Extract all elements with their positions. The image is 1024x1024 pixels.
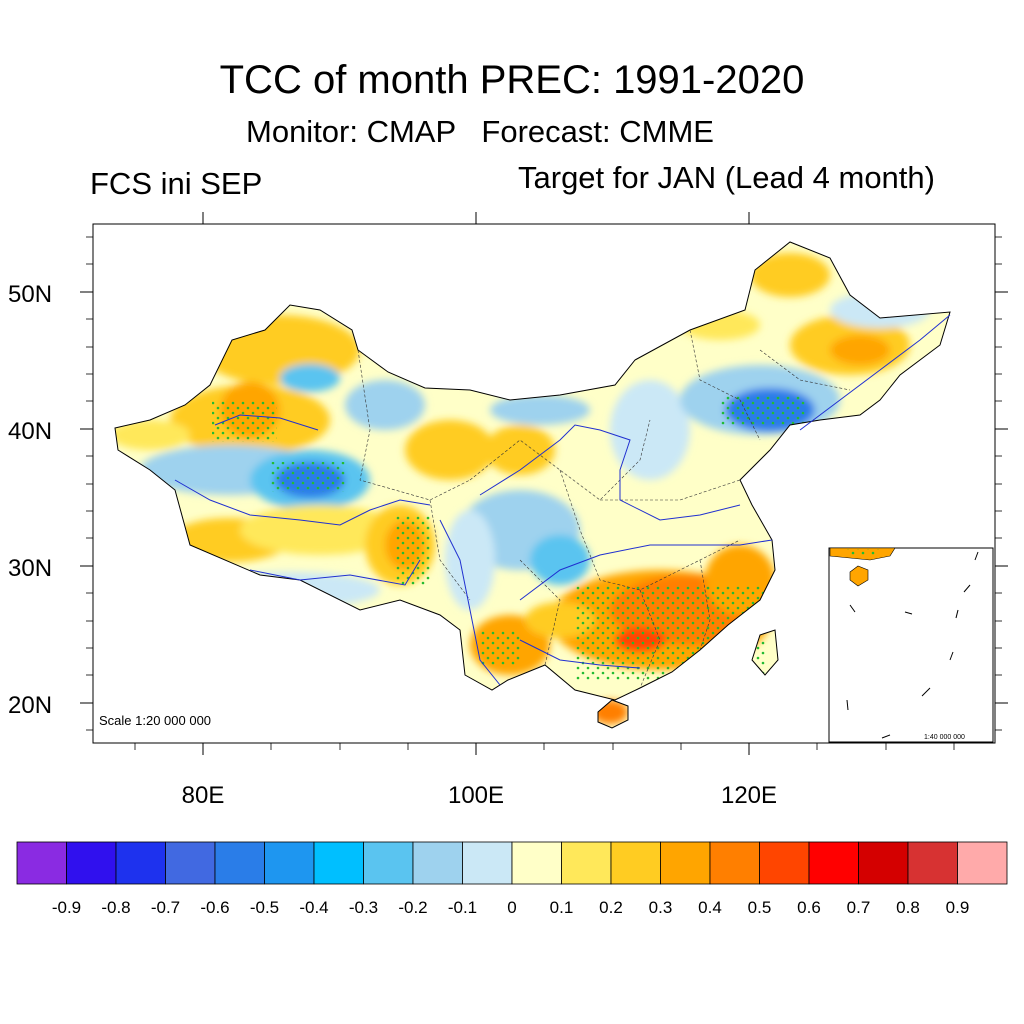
colorbar-label: 0.6 <box>797 898 821 917</box>
colorbar-swatch <box>363 841 414 885</box>
colorbar-label: 0.9 <box>946 898 970 917</box>
colorbar-swatch <box>759 841 810 885</box>
colorbar-label: 0.5 <box>748 898 772 917</box>
axis-ticks <box>80 212 1008 755</box>
lat-label-20n: 20N <box>8 692 52 719</box>
lon-label-100e: 100E <box>448 782 504 809</box>
colorbar: -0.9 -0.8 -0.7 -0.6 -0.5 -0.4 -0.3 -0.2 -0.1 0 0.1… <box>16 841 1008 917</box>
colorbar-swatch <box>165 841 216 885</box>
country-outline <box>114 241 951 729</box>
scale-label: Scale 1:20 000 000 <box>99 713 211 728</box>
colorbar-label: -0.7 <box>151 898 180 917</box>
init-label: FCS ini SEP <box>90 166 263 201</box>
colorbar-swatch <box>16 841 67 885</box>
subtitle: Monitor: CMAP Forecast: CMME <box>246 114 714 149</box>
colorbar-label: -0.9 <box>52 898 81 917</box>
colorbar-label: -0.2 <box>398 898 427 917</box>
colorbar-swatch <box>957 841 1008 885</box>
colorbar-swatch <box>412 841 463 885</box>
colorbar-swatch <box>660 841 711 885</box>
colorbar-label: -0.1 <box>448 898 477 917</box>
colorbar-label: 0.8 <box>896 898 920 917</box>
lon-label-80e: 80E <box>182 782 225 809</box>
colorbar-swatch <box>264 841 315 885</box>
colorbar-label: 0.7 <box>847 898 871 917</box>
lat-label-40n: 40N <box>8 418 52 445</box>
colorbar-label: -0.5 <box>250 898 279 917</box>
colorbar-swatch <box>858 841 909 885</box>
colorbar-label: -0.4 <box>299 898 328 917</box>
colorbar-label: -0.3 <box>349 898 378 917</box>
inset-scale-label: 1:40 000 000 <box>924 734 965 741</box>
inset-map <box>828 547 994 743</box>
rivers <box>174 314 951 686</box>
lat-label-50n: 50N <box>8 281 52 308</box>
colorbar-swatch <box>808 841 859 885</box>
colorbar-label: 0.4 <box>698 898 722 917</box>
colorbar-label: 0.3 <box>649 898 673 917</box>
colorbar-label: 0.1 <box>550 898 574 917</box>
colorbar-label: 0 <box>507 898 516 917</box>
colorbar-swatch <box>214 841 265 885</box>
province-borders <box>357 329 851 689</box>
lon-label-120e: 120E <box>721 782 777 809</box>
colorbar-swatch <box>313 841 364 885</box>
lat-label-30n: 30N <box>8 555 52 582</box>
page-title: TCC of month PREC: 1991-2020 <box>219 58 805 102</box>
colorbar-label: 0.2 <box>599 898 623 917</box>
colorbar-swatch <box>709 841 760 885</box>
colorbar-swatch <box>511 841 562 885</box>
colorbar-swatch <box>115 841 166 885</box>
colorbar-label: -0.8 <box>101 898 130 917</box>
target-label: Target for JAN (Lead 4 month) <box>518 160 935 195</box>
colorbar-swatch <box>907 841 958 885</box>
colorbar-label: -0.6 <box>200 898 229 917</box>
colorbar-swatch <box>610 841 661 885</box>
colorbar-swatch <box>462 841 513 885</box>
colorbar-swatch <box>66 841 117 885</box>
colorbar-swatch <box>561 841 612 885</box>
